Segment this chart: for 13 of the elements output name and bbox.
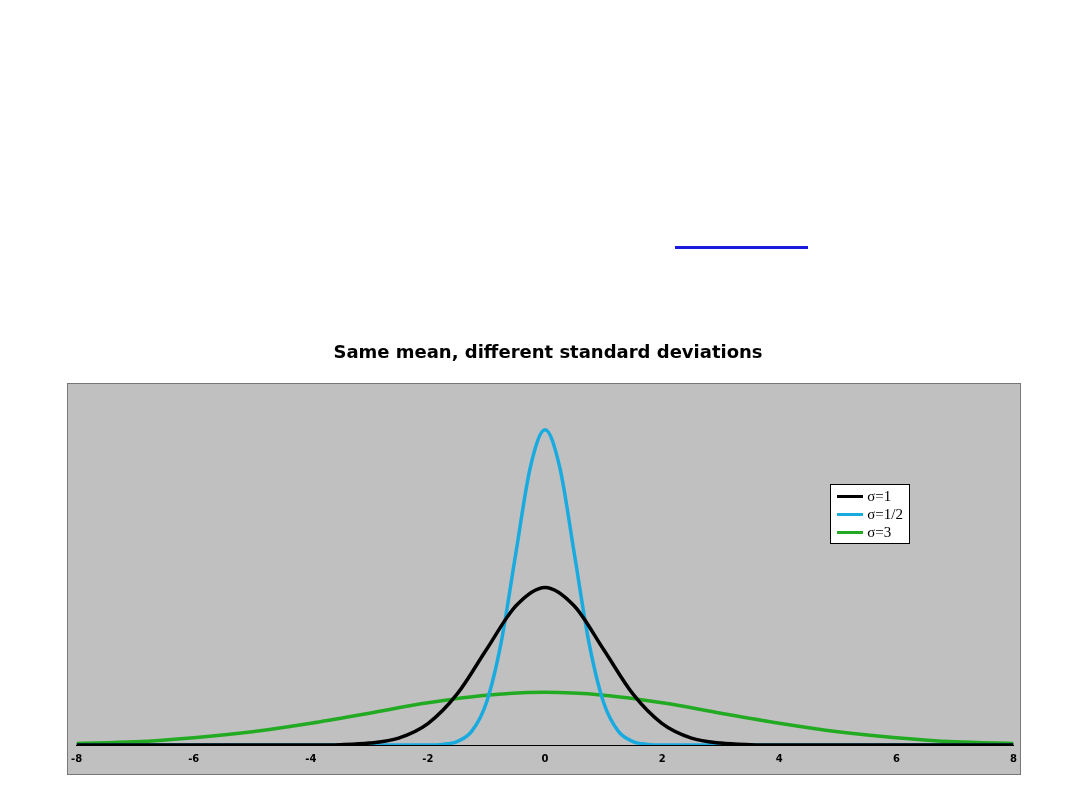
chart-title: Same mean, different standard deviations bbox=[332, 341, 764, 362]
x-tick-label: -8 bbox=[71, 752, 83, 764]
legend-label: σ=1 bbox=[867, 487, 892, 505]
x-tick-label: 6 bbox=[892, 752, 900, 764]
x-tick-label: 0 bbox=[541, 752, 549, 764]
legend-label: σ=1/2 bbox=[867, 505, 903, 523]
x-tick-label: -4 bbox=[305, 752, 317, 764]
legend-label: σ=3 bbox=[867, 523, 892, 541]
x-tick-label: 4 bbox=[775, 752, 783, 764]
x-tick-label: -2 bbox=[422, 752, 434, 764]
x-tick-label: -6 bbox=[188, 752, 200, 764]
x-tick-label: 8 bbox=[1010, 752, 1018, 764]
x-tick-label: 2 bbox=[658, 752, 666, 764]
